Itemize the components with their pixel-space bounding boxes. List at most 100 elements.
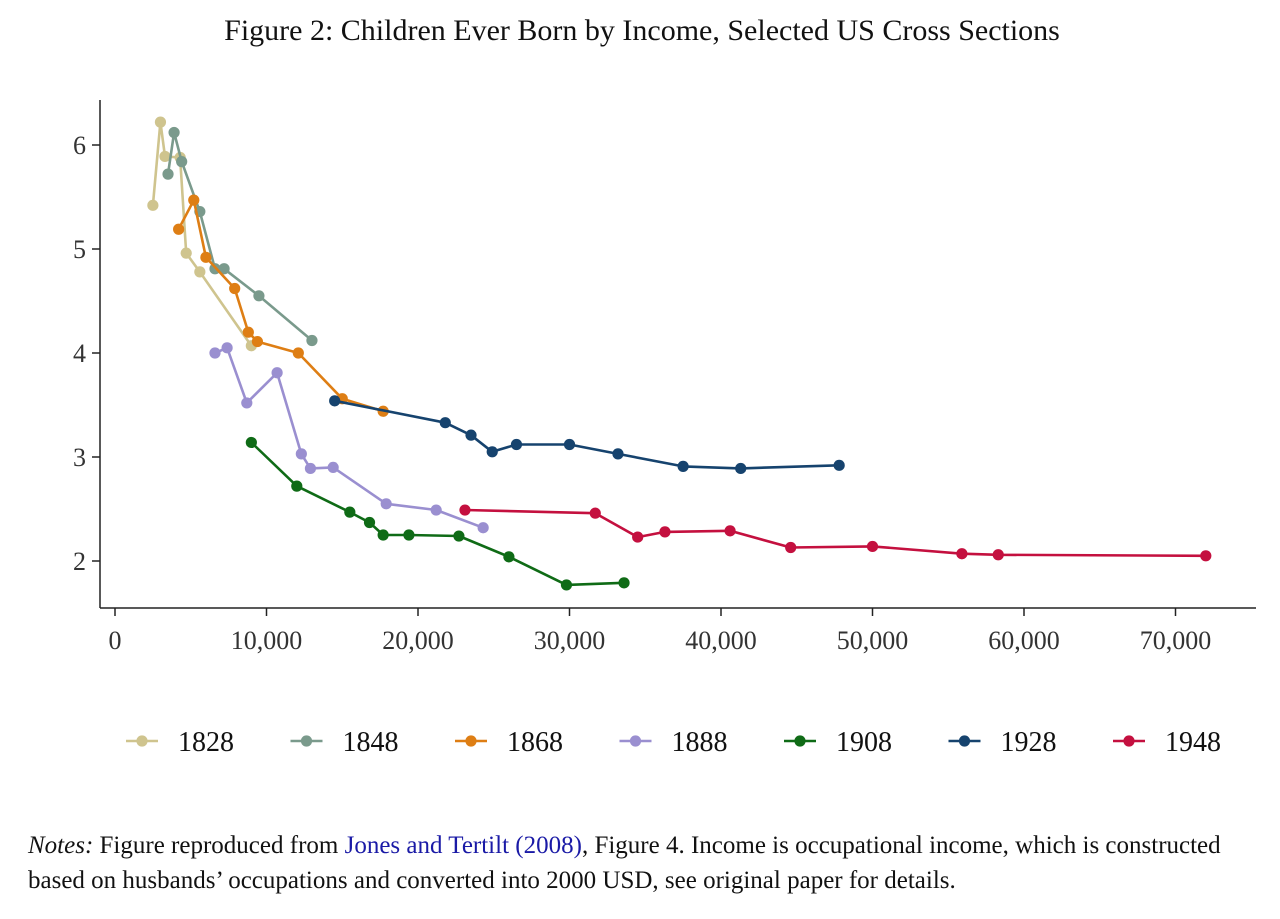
data-point: [430, 504, 442, 516]
series-1868: [173, 194, 389, 417]
data-point: [956, 548, 968, 560]
series-line: [214, 346, 484, 529]
series-1948: [459, 504, 1212, 562]
legend-marker: [1123, 735, 1135, 747]
data-point: [992, 549, 1004, 561]
data-point: [563, 438, 576, 451]
data-point: [785, 541, 797, 554]
data-point: [380, 498, 392, 510]
data-point: [560, 579, 573, 591]
data-point: [459, 504, 471, 516]
legend-label: 1908: [836, 727, 892, 758]
data-point: [253, 290, 265, 302]
legend-marker: [465, 735, 477, 747]
data-point: [439, 417, 451, 429]
data-point: [724, 525, 736, 537]
data-point: [188, 194, 200, 206]
notes-text-before-ref: Figure reproduced from: [93, 832, 345, 859]
notes-text-after-ref: , Figure 4. Income is occupational incom…: [28, 832, 1221, 894]
series-line: [250, 441, 625, 587]
data-point: [291, 480, 303, 492]
data-point: [295, 448, 307, 460]
data-point: [589, 507, 601, 519]
data-point: [677, 460, 689, 472]
data-point: [618, 577, 630, 589]
data-point: [329, 395, 341, 407]
x-tick-label: 20,000: [382, 626, 454, 655]
legend-item: 1928: [948, 727, 1057, 758]
data-point: [173, 223, 185, 235]
citation-link[interactable]: Jones and Tertilt (2008): [344, 832, 582, 859]
data-point: [162, 168, 174, 180]
legend-marker: [958, 735, 971, 747]
series-1928: [329, 395, 845, 475]
data-point: [486, 446, 498, 458]
data-point: [200, 251, 212, 263]
legend-label: 1888: [672, 727, 728, 758]
legend-label: 1928: [1001, 727, 1057, 758]
chart-legend: 1828 1848 1868 1888 1908 1928 1948: [126, 727, 1221, 758]
y-tick-label: 3: [73, 443, 86, 472]
legend-item: 1908: [784, 727, 892, 758]
x-tick-label: 0: [109, 626, 122, 655]
y-tick-label: 6: [73, 131, 86, 160]
data-point: [168, 126, 180, 139]
data-point: [209, 347, 221, 359]
series-line: [464, 508, 1206, 558]
x-tick-label: 50,000: [837, 626, 909, 655]
figure-title: Figure 2: Children Ever Born by Income, …: [224, 14, 1060, 47]
series-line: [177, 198, 384, 413]
figure-notes: Notes: Figure reproduced from Jones and …: [28, 828, 1273, 898]
legend-marker: [629, 735, 642, 747]
data-point: [465, 429, 477, 441]
data-point: [377, 529, 389, 541]
data-point: [866, 540, 879, 553]
axis-ticks: 0 10,000 20,000 30,000 40,000 50,000 60,000 70,…: [73, 131, 1211, 655]
x-tick-label: 60,000: [988, 626, 1060, 655]
legend-marker: [300, 735, 313, 747]
legend-marker: [136, 735, 148, 747]
chart-axes: [99, 100, 1256, 609]
legend-marker: [794, 735, 806, 747]
data-point: [229, 282, 241, 295]
data-point: [292, 347, 304, 359]
data-point: [159, 150, 171, 163]
series-1848: [162, 126, 318, 347]
data-point: [242, 326, 254, 338]
data-point: [194, 266, 206, 278]
data-point: [221, 342, 233, 354]
plot-area: [147, 116, 1212, 591]
legend-item: 1948: [1113, 727, 1221, 758]
data-point: [154, 116, 167, 128]
data-point: [510, 438, 523, 451]
data-point: [251, 335, 264, 348]
legend-label: 1828: [178, 727, 234, 758]
x-tick-label: 70,000: [1140, 626, 1212, 655]
data-point: [241, 397, 253, 409]
data-point: [632, 531, 644, 543]
legend-label: 1868: [507, 727, 563, 758]
legend-item: 1888: [619, 727, 728, 758]
notes-lead: Notes:: [28, 832, 94, 859]
legend-item: 1828: [126, 727, 234, 758]
y-tick-label: 2: [73, 547, 86, 576]
data-point: [612, 448, 624, 460]
data-point: [363, 516, 376, 529]
data-point: [218, 263, 230, 275]
x-tick-label: 40,000: [685, 626, 757, 655]
legend-item: 1868: [455, 727, 563, 758]
series-1888: [209, 342, 489, 534]
data-point: [477, 522, 489, 534]
x-tick-label: 30,000: [534, 626, 606, 655]
data-point: [245, 436, 257, 449]
legend-label: 1848: [343, 727, 399, 758]
x-tick-label: 10,000: [231, 626, 303, 655]
y-tick-label: 5: [73, 235, 86, 264]
data-point: [147, 199, 159, 211]
legend-item: 1848: [290, 727, 399, 758]
series-line: [334, 399, 840, 470]
data-point: [735, 462, 747, 475]
data-point: [271, 367, 283, 379]
data-point: [403, 529, 415, 541]
